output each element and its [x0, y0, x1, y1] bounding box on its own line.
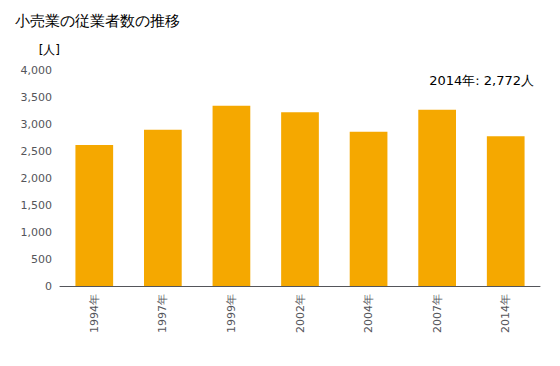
svg-text:0: 0: [45, 280, 52, 293]
svg-text:1,500: 1,500: [21, 199, 53, 212]
svg-text:小売業の従業者数の推移: 小売業の従業者数の推移: [15, 12, 180, 30]
svg-text:3,500: 3,500: [21, 91, 53, 104]
svg-text:3,000: 3,000: [21, 118, 53, 131]
svg-text:1999年: 1999年: [225, 294, 238, 333]
svg-text:2014年: 2014年: [499, 294, 512, 333]
svg-text:4,000: 4,000: [21, 64, 53, 77]
svg-text:2014年: 2,772人: 2014年: 2,772人: [429, 73, 534, 88]
svg-text:2,500: 2,500: [21, 145, 53, 158]
svg-text:[人]: [人]: [39, 43, 60, 57]
svg-text:1997年: 1997年: [156, 294, 169, 333]
svg-text:2,000: 2,000: [21, 172, 53, 185]
svg-text:2002年: 2002年: [294, 294, 307, 333]
svg-text:1,000: 1,000: [21, 226, 53, 239]
svg-text:500: 500: [31, 253, 52, 266]
svg-text:2007年: 2007年: [431, 294, 444, 333]
svg-text:2004年: 2004年: [362, 294, 375, 333]
svg-text:1994年: 1994年: [88, 294, 101, 333]
